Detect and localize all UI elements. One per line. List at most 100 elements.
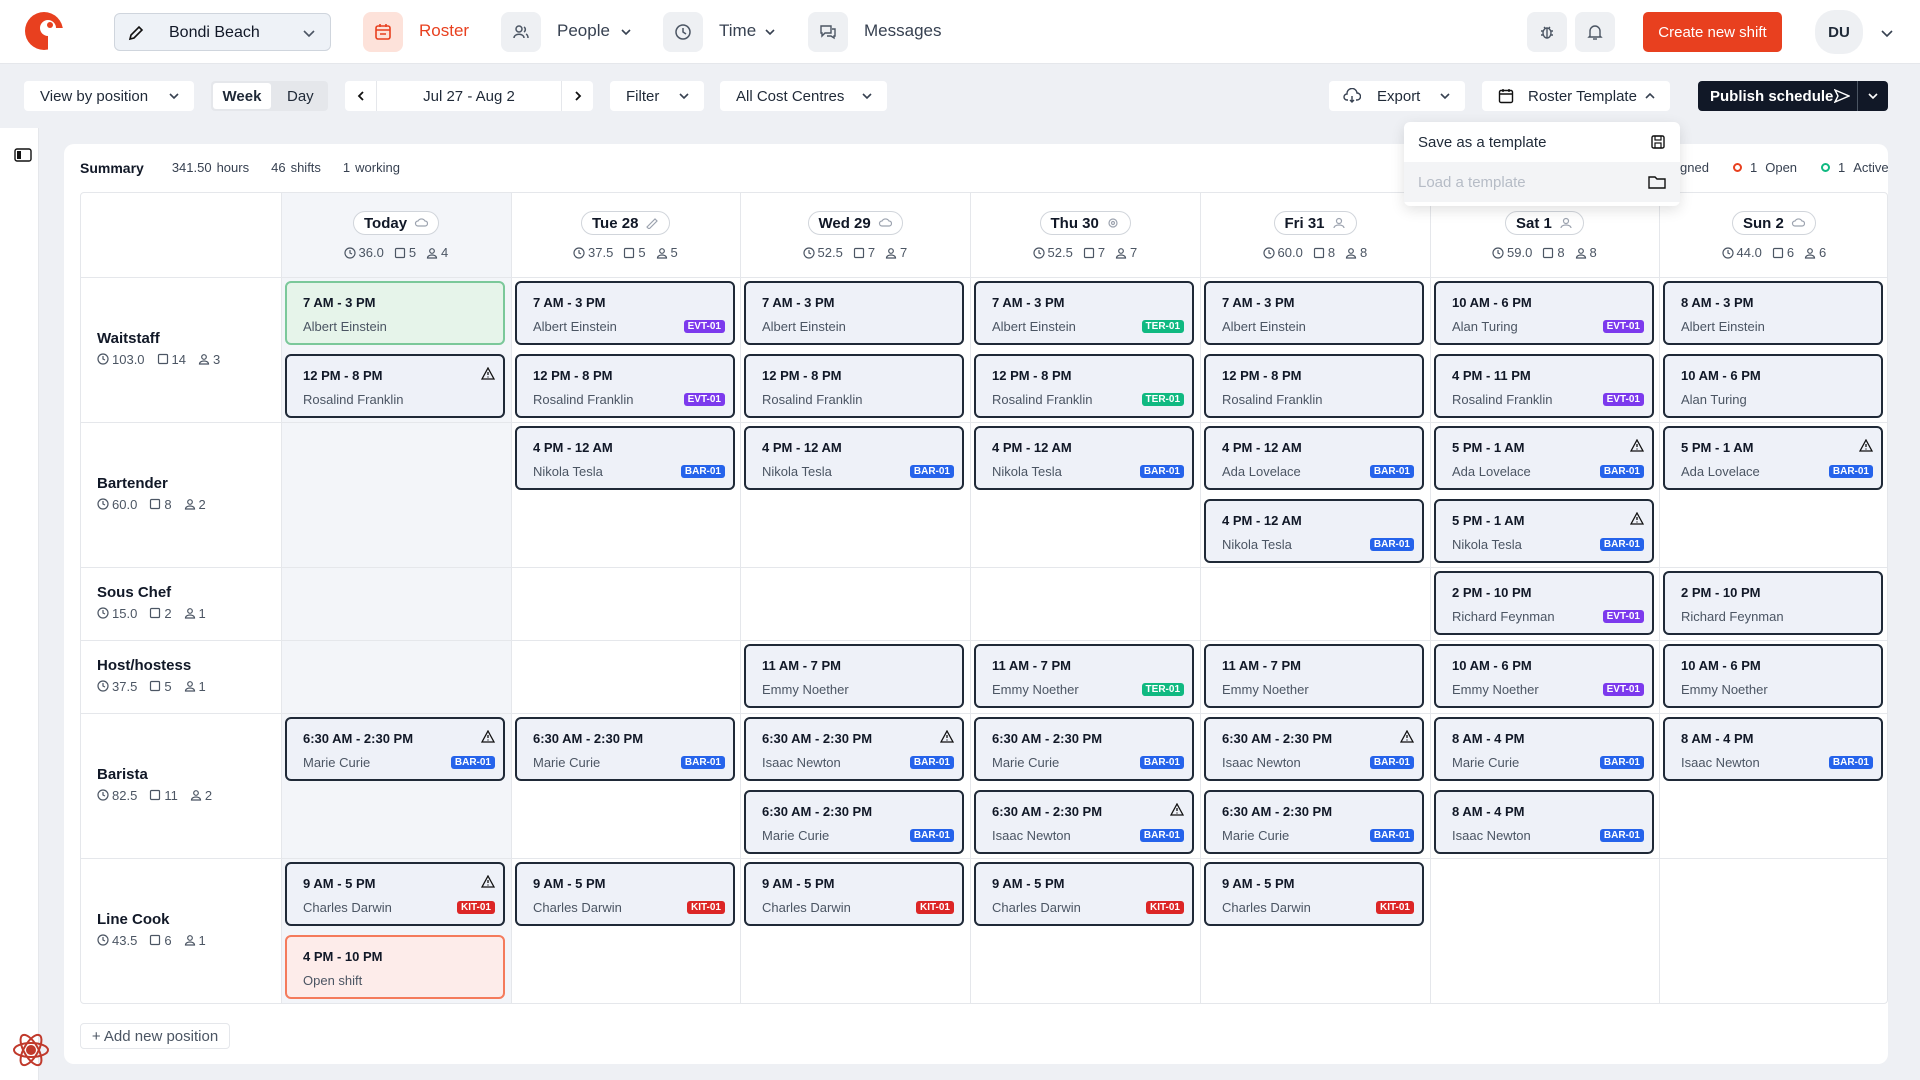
publish-options-chevron-icon[interactable] [1858,81,1888,111]
nav-time[interactable]: Time [719,21,757,40]
position-stat-hours: 82.5 [97,788,137,803]
day-label: Tue 28 [592,214,639,232]
shift-card[interactable]: 7 AM - 3 PM Albert Einstein TER-01 [974,281,1194,345]
clock-nav-icon[interactable] [663,12,703,52]
shift-card[interactable]: 8 AM - 4 PM Isaac Newton BAR-01 [1663,717,1883,781]
shift-card[interactable]: 4 PM - 11 PM Rosalind Franklin EVT-01 [1434,354,1654,418]
shift-card[interactable]: 6:30 AM - 2:30 PM Isaac Newton BAR-01 [1204,717,1424,781]
day-header-6[interactable]: Sat 1 [1505,211,1584,235]
person-icon [426,247,438,259]
shift-card[interactable]: 5 PM - 1 AM Ada Lovelace BAR-01 [1663,426,1883,490]
location-selector[interactable]: Bondi Beach [114,13,331,51]
cost-centre-badge: TER-01 [1141,320,1184,333]
week-toggle[interactable]: Week [213,83,271,109]
shift-count-icon [149,680,161,692]
messages-nav-icon[interactable] [808,12,848,52]
day-header-2[interactable]: Tue 28 [581,211,671,235]
cost-centre-badge: EVT-01 [1602,320,1644,333]
shift-card[interactable]: 6:30 AM - 2:30 PM Isaac Newton BAR-01 [974,790,1194,854]
shift-card[interactable]: 4 PM - 12 AM Ada Lovelace BAR-01 [1204,426,1424,490]
publish-button[interactable]: Publish schedule [1710,88,1834,105]
shift-card[interactable]: 12 PM - 8 PM Rosalind Franklin [1204,354,1424,418]
shift-card[interactable]: 11 AM - 7 PM Emmy Noether TER-01 [974,644,1194,708]
app-logo[interactable] [22,8,68,54]
bell-icon[interactable] [1575,12,1615,52]
export-dropdown[interactable]: Export [1329,81,1465,111]
chevron-down-icon [1439,90,1451,102]
chevron-right-icon[interactable] [561,81,593,111]
position-people-value: 1 [198,605,206,621]
shift-card[interactable]: 6:30 AM - 2:30 PM Marie Curie BAR-01 [974,717,1194,781]
shift-card[interactable]: 10 AM - 6 PM Emmy Noether EVT-01 [1434,644,1654,708]
shift-card[interactable]: 9 AM - 5 PM Charles Darwin KIT-01 [974,862,1194,926]
location-name: Bondi Beach [169,24,260,41]
react-devtools-icon[interactable] [11,1030,51,1070]
shift-time: 2 PM - 10 PM [1681,585,1761,600]
shift-card[interactable]: 8 AM - 4 PM Isaac Newton BAR-01 [1434,790,1654,854]
nav-roster[interactable]: Roster [419,21,470,40]
shift-card[interactable]: 5 PM - 1 AM Ada Lovelace BAR-01 [1434,426,1654,490]
filter-dropdown[interactable]: Filter [610,81,704,111]
shift-card[interactable]: 7 AM - 3 PM Albert Einstein EVT-01 [515,281,735,345]
view-by-dropdown[interactable]: View by position [24,81,194,111]
day-stat-people: 8 [1575,245,1597,260]
shift-card[interactable]: 5 PM - 1 AM Nikola Tesla BAR-01 [1434,499,1654,563]
clock-icon [1492,246,1504,259]
cost-centre-dropdown[interactable]: All Cost Centres [720,81,887,111]
shift-card[interactable]: 10 AM - 6 PM Emmy Noether [1663,644,1883,708]
shift-card[interactable]: 7 AM - 3 PM Albert Einstein [285,281,505,345]
day-header-5[interactable]: Fri 31 [1273,211,1357,235]
add-position-button[interactable]: + Add new position [80,1023,230,1049]
people-nav-icon[interactable] [501,12,541,52]
shift-card[interactable]: 8 AM - 4 PM Marie Curie BAR-01 [1434,717,1654,781]
chevron-down-icon[interactable] [1880,26,1894,40]
sidebar-toggle-icon[interactable] [14,147,32,163]
bug-icon[interactable] [1527,12,1567,52]
nav-messages[interactable]: Messages [864,21,942,40]
shift-card[interactable]: 11 AM - 7 PM Emmy Noether [744,644,964,708]
cost-centre-badge: EVT-01 [683,393,725,406]
shift-card[interactable]: 12 PM - 8 PM Rosalind Franklin TER-01 [974,354,1194,418]
shift-card[interactable]: 9 AM - 5 PM Charles Darwin KIT-01 [285,862,505,926]
shift-card[interactable]: 11 AM - 7 PM Emmy Noether [1204,644,1424,708]
shift-card[interactable]: 6:30 AM - 2:30 PM Marie Curie BAR-01 [744,790,964,854]
user-avatar[interactable]: DU [1815,10,1863,54]
save-template-item[interactable]: Save as a template [1404,122,1680,162]
shift-card[interactable]: 9 AM - 5 PM Charles Darwin KIT-01 [1204,862,1424,926]
shift-card[interactable]: 7 AM - 3 PM Albert Einstein [744,281,964,345]
shift-card[interactable]: 8 AM - 3 PM Albert Einstein [1663,281,1883,345]
shift-card[interactable]: 12 PM - 8 PM Rosalind Franklin [285,354,505,418]
day-toggle[interactable]: Day [287,88,314,105]
shift-card[interactable]: 4 PM - 12 AM Nikola Tesla BAR-01 [974,426,1194,490]
shift-card[interactable]: 4 PM - 12 AM Nikola Tesla BAR-01 [744,426,964,490]
shift-card[interactable]: 9 AM - 5 PM Charles Darwin KIT-01 [515,862,735,926]
shift-card[interactable]: 4 PM - 12 AM Nikola Tesla BAR-01 [1204,499,1424,563]
nav-people[interactable]: People [557,21,610,40]
shift-card[interactable]: 12 PM - 8 PM Rosalind Franklin [744,354,964,418]
shift-card[interactable]: 4 PM - 12 AM Nikola Tesla BAR-01 [515,426,735,490]
shift-card[interactable]: 4 PM - 10 PM Open shift [285,935,505,999]
shift-card[interactable]: 6:30 AM - 2:30 PM Marie Curie BAR-01 [285,717,505,781]
shift-card[interactable]: 7 AM - 3 PM Albert Einstein [1204,281,1424,345]
shift-card[interactable]: 6:30 AM - 2:30 PM Marie Curie BAR-01 [515,717,735,781]
load-template-item[interactable]: Load a template [1404,162,1680,202]
day-header-3[interactable]: Wed 29 [807,211,903,235]
shift-card[interactable]: 12 PM - 8 PM Rosalind Franklin EVT-01 [515,354,735,418]
day-header-4[interactable]: Thu 30 [1039,211,1131,235]
roster-nav-icon[interactable] [363,12,403,52]
person-icon [190,789,202,801]
shift-card[interactable]: 10 AM - 6 PM Alan Turing [1663,354,1883,418]
shift-card[interactable]: 2 PM - 10 PM Richard Feynman EVT-01 [1434,571,1654,635]
chevron-left-icon[interactable] [345,81,377,111]
shift-card[interactable]: 10 AM - 6 PM Alan Turing EVT-01 [1434,281,1654,345]
day-people-value: 5 [670,245,678,260]
shift-card[interactable]: 6:30 AM - 2:30 PM Isaac Newton BAR-01 [744,717,964,781]
shift-card[interactable]: 2 PM - 10 PM Richard Feynman [1663,571,1883,635]
day-header-1[interactable]: Today [353,211,440,235]
shift-card[interactable]: 6:30 AM - 2:30 PM Marie Curie BAR-01 [1204,790,1424,854]
day-header-7[interactable]: Sun 2 [1732,211,1816,235]
create-shift-button[interactable]: Create new shift [1643,12,1782,52]
shift-card[interactable]: 9 AM - 5 PM Charles Darwin KIT-01 [744,862,964,926]
date-range[interactable]: Jul 27 - Aug 2 [423,88,515,105]
roster-template-dropdown[interactable]: Roster Template [1482,81,1670,111]
